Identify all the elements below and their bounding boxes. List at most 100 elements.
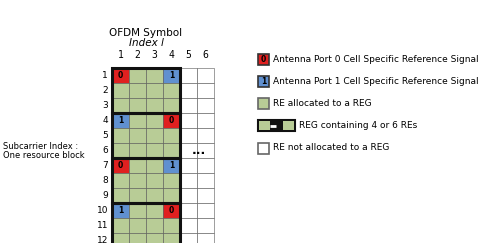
Bar — [197, 83, 214, 98]
Bar — [129, 158, 146, 173]
Bar — [112, 158, 180, 203]
Bar — [112, 128, 129, 143]
Text: RE allocated to a REG: RE allocated to a REG — [273, 99, 372, 109]
Bar — [129, 233, 146, 243]
Bar — [129, 203, 146, 218]
Text: RE not allocated to a REG: RE not allocated to a REG — [273, 144, 389, 153]
Bar — [163, 203, 180, 218]
Text: 0: 0 — [261, 55, 266, 64]
Text: REG containing 4 or 6 REs: REG containing 4 or 6 REs — [299, 122, 417, 130]
Bar — [129, 128, 146, 143]
Bar — [146, 98, 163, 113]
Bar — [129, 188, 146, 203]
Text: Antenna Port 1 Cell Specific Reference Signal: Antenna Port 1 Cell Specific Reference S… — [273, 78, 479, 87]
Bar — [197, 218, 214, 233]
Bar — [112, 158, 129, 173]
Bar — [197, 113, 214, 128]
Bar — [129, 143, 146, 158]
Text: 3: 3 — [152, 50, 158, 60]
Bar — [146, 233, 163, 243]
Bar — [197, 173, 214, 188]
Bar — [163, 188, 180, 203]
Bar — [180, 143, 197, 158]
Text: 3: 3 — [102, 101, 108, 110]
Text: 4: 4 — [168, 50, 174, 60]
Bar — [258, 142, 269, 154]
Text: 0: 0 — [118, 161, 123, 170]
Bar — [163, 173, 180, 188]
Bar — [258, 121, 295, 131]
Bar — [180, 68, 197, 83]
Bar — [112, 113, 180, 158]
Text: ...: ... — [191, 144, 205, 157]
Bar — [180, 83, 197, 98]
Bar — [129, 98, 146, 113]
Bar — [112, 188, 129, 203]
Text: 0: 0 — [169, 206, 174, 215]
Bar — [180, 233, 197, 243]
Bar — [163, 83, 180, 98]
Bar — [163, 143, 180, 158]
Bar — [259, 122, 270, 130]
Bar — [163, 68, 180, 83]
Bar — [146, 83, 163, 98]
Bar — [197, 188, 214, 203]
Text: 1: 1 — [102, 71, 108, 80]
Bar — [146, 68, 163, 83]
Text: 1: 1 — [118, 206, 123, 215]
Bar — [112, 173, 129, 188]
Bar — [197, 233, 214, 243]
Bar — [112, 83, 129, 98]
Bar — [146, 113, 163, 128]
Bar — [197, 143, 214, 158]
Text: 11: 11 — [97, 221, 108, 230]
Bar — [112, 68, 180, 113]
Bar — [112, 143, 129, 158]
Bar — [146, 158, 163, 173]
Bar — [146, 128, 163, 143]
Text: OFDM Symbol: OFDM Symbol — [109, 28, 183, 38]
Bar — [112, 233, 129, 243]
Bar — [197, 128, 214, 143]
Bar — [180, 218, 197, 233]
Bar — [146, 203, 163, 218]
Bar — [146, 173, 163, 188]
Bar — [258, 98, 269, 110]
Text: 4: 4 — [102, 116, 108, 125]
Text: 7: 7 — [102, 161, 108, 170]
Bar — [112, 203, 180, 243]
Text: 1: 1 — [261, 78, 266, 87]
Bar — [146, 188, 163, 203]
Bar — [180, 98, 197, 113]
Bar — [163, 158, 180, 173]
Bar — [129, 113, 146, 128]
Bar — [180, 188, 197, 203]
Bar — [112, 203, 129, 218]
Bar — [180, 128, 197, 143]
Bar — [197, 98, 214, 113]
Bar — [163, 233, 180, 243]
Bar — [180, 203, 197, 218]
Text: 0: 0 — [118, 71, 123, 80]
Text: 1: 1 — [118, 116, 123, 125]
Text: 6: 6 — [102, 146, 108, 155]
Text: 1: 1 — [169, 71, 174, 80]
Text: 8: 8 — [102, 176, 108, 185]
Bar — [146, 143, 163, 158]
Bar — [129, 83, 146, 98]
Text: One resource block: One resource block — [3, 151, 84, 160]
Text: 5: 5 — [102, 131, 108, 140]
Bar — [112, 113, 129, 128]
Text: 6: 6 — [203, 50, 208, 60]
Bar — [163, 113, 180, 128]
Bar — [163, 128, 180, 143]
Bar — [197, 68, 214, 83]
Bar — [197, 203, 214, 218]
Text: 12: 12 — [97, 236, 108, 243]
Bar — [112, 98, 129, 113]
Text: 10: 10 — [97, 206, 108, 215]
Bar — [283, 122, 294, 130]
Bar — [180, 173, 197, 188]
Text: Index l: Index l — [128, 38, 163, 48]
Text: 1: 1 — [169, 161, 174, 170]
